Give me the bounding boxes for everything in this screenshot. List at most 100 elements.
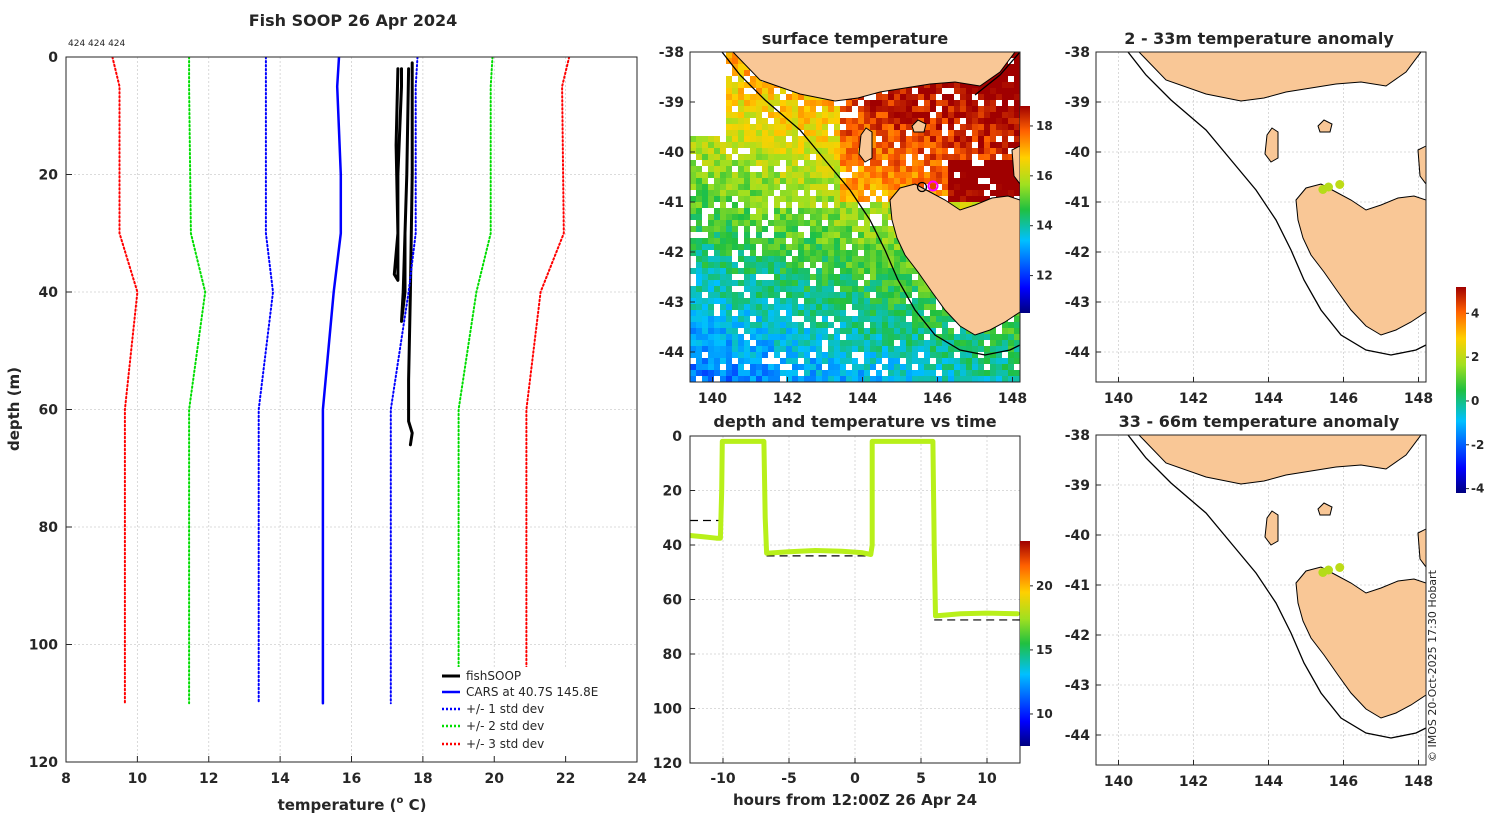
- sst-cell: [804, 352, 810, 358]
- sst-cell: [702, 358, 708, 364]
- sst-cell: [834, 352, 840, 358]
- sst-cell: [936, 346, 942, 352]
- sst-cell: [744, 202, 750, 208]
- sst-cell: [990, 148, 996, 154]
- anom-shallow-point: [1324, 182, 1333, 192]
- sst-cell: [900, 310, 906, 316]
- sst-cell: [762, 316, 768, 322]
- sst-cell: [804, 310, 810, 316]
- sst-cell: [756, 268, 762, 274]
- sst-cell: [882, 190, 888, 196]
- sst-cell: [708, 310, 714, 316]
- sst-cell: [714, 340, 720, 346]
- sst-cell: [996, 334, 1002, 340]
- sst-cell: [852, 298, 858, 304]
- sst-cell: [948, 376, 954, 382]
- sst-cell: [846, 184, 852, 190]
- sst-cell: [804, 286, 810, 292]
- sst-cell: [894, 238, 900, 244]
- sst-cell: [966, 154, 972, 160]
- sst-cell: [762, 136, 768, 142]
- sst-cell: [990, 76, 996, 82]
- sst-cell: [864, 376, 870, 382]
- depth-time-colorbar-label: 20: [1036, 579, 1053, 593]
- sst-cell: [924, 160, 930, 166]
- sst-cell: [702, 226, 708, 232]
- sst-cell: [846, 292, 852, 298]
- sst-cell: [840, 328, 846, 334]
- sst-cell: [894, 94, 900, 100]
- anom-shallow-ytick-label: -40: [1065, 145, 1091, 161]
- sst-cell: [852, 184, 858, 190]
- sst-cell: [822, 298, 828, 304]
- sst-cell: [696, 358, 702, 364]
- sst-cell: [786, 244, 792, 250]
- sst-cell: [918, 328, 924, 334]
- sst-cell: [948, 184, 954, 190]
- sst-cell: [816, 238, 822, 244]
- sst-cell: [774, 130, 780, 136]
- sst-cell: [960, 130, 966, 136]
- sst-cell: [720, 256, 726, 262]
- sst-cell: [750, 172, 756, 178]
- anom-shallow-ytick-label: -41: [1065, 195, 1090, 211]
- sst-cell: [756, 316, 762, 322]
- sst-cell: [828, 364, 834, 370]
- sst-cell: [786, 280, 792, 286]
- sst-cell: [906, 148, 912, 154]
- sst-cell: [990, 358, 996, 364]
- sst-cell: [1002, 190, 1008, 196]
- sst-cell: [816, 274, 822, 280]
- anom-shallow-points: [1318, 180, 1345, 194]
- sst-cell: [978, 118, 984, 124]
- sst-cell: [948, 340, 954, 346]
- sst-cell: [792, 352, 798, 358]
- sst-cell: [726, 196, 732, 202]
- sst-cell: [714, 298, 720, 304]
- sst-cell: [738, 172, 744, 178]
- sst-cell: [702, 364, 708, 370]
- anom-deep-point: [1335, 563, 1345, 572]
- sst-cell: [744, 268, 750, 274]
- sst-cell: [798, 334, 804, 340]
- sst-cell: [858, 268, 864, 274]
- sst-cell: [930, 370, 936, 376]
- sst-cell: [780, 154, 786, 160]
- sst-cell: [726, 130, 732, 136]
- sst-cell: [696, 226, 702, 232]
- sst-cell: [882, 364, 888, 370]
- sst-cell: [816, 154, 822, 160]
- sst-cell: [1002, 166, 1008, 172]
- sst-cell: [1014, 370, 1020, 376]
- sst-cell: [762, 178, 768, 184]
- sst-cell: [954, 148, 960, 154]
- sst-cell: [882, 274, 888, 280]
- sst-cell: [720, 148, 726, 154]
- sst-cell: [840, 232, 846, 238]
- sst-cell: [804, 178, 810, 184]
- sst-cell: [786, 100, 792, 106]
- sst-cell: [774, 208, 780, 214]
- sst-cell: [738, 166, 744, 172]
- sst-cell: [816, 298, 822, 304]
- sst-cell: [834, 340, 840, 346]
- sst-cell: [768, 244, 774, 250]
- sst-cell: [1008, 160, 1014, 166]
- sst-cell: [786, 304, 792, 310]
- sst-cell: [894, 166, 900, 172]
- sst-cell: [816, 322, 822, 328]
- sst-cell: [852, 130, 858, 136]
- sst-cell: [954, 190, 960, 196]
- sst-cell: [888, 232, 894, 238]
- sst-cell: [882, 130, 888, 136]
- sst-cell: [978, 148, 984, 154]
- sst-cell: [786, 184, 792, 190]
- sst-cell: [798, 112, 804, 118]
- sst-cell: [888, 148, 894, 154]
- sst-cell: [726, 316, 732, 322]
- sst-cell: [882, 172, 888, 178]
- sst-cell: [894, 358, 900, 364]
- profile-legend: fishSOOP CARS at 40.7S 145.8E +/- 1 std …: [437, 667, 615, 755]
- sst-cell: [852, 364, 858, 370]
- sst-cell: [894, 88, 900, 94]
